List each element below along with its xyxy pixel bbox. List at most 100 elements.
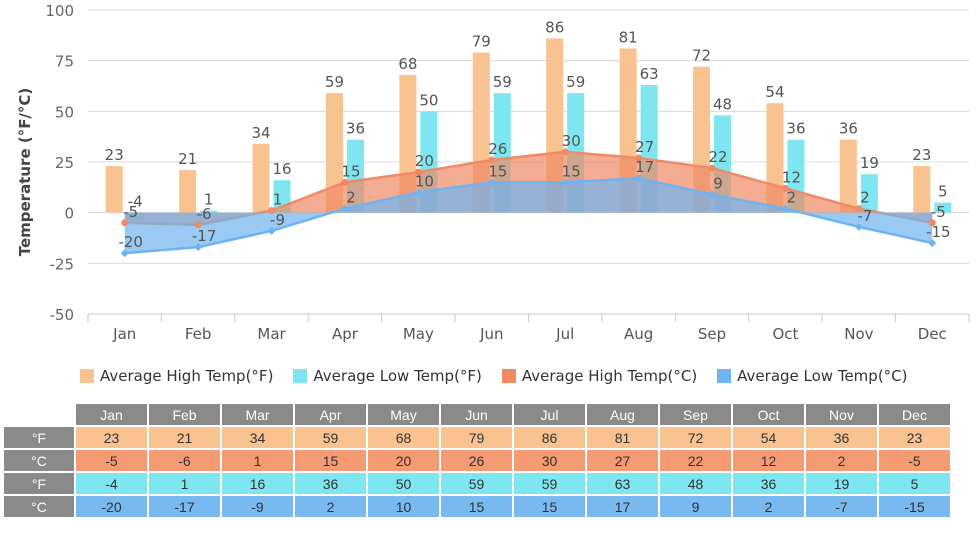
data-label-high-f: 79 <box>472 33 491 51</box>
point-high-c <box>121 219 129 227</box>
data-label-low-f: 19 <box>860 154 879 172</box>
point-high-c <box>268 207 276 215</box>
bar-high-f <box>105 166 123 213</box>
legend-label-low-f: Average Low Temp(°F) <box>313 367 482 385</box>
data-label-high-c: 30 <box>562 132 581 150</box>
x-tick-label: Oct <box>772 325 798 343</box>
table-month-header: May <box>366 402 441 427</box>
table-month-header: Oct <box>731 402 806 427</box>
table-cell: -6 <box>147 448 222 473</box>
data-label-high-c: 1 <box>273 191 283 209</box>
table-cell: -20 <box>74 494 149 519</box>
data-label-high-f: 36 <box>839 120 858 138</box>
x-tick-label: Jan <box>112 325 136 343</box>
data-label-high-c: 27 <box>635 138 654 156</box>
x-tick-label: Nov <box>844 325 873 343</box>
legend-label-high-f: Average High Temp(°F) <box>100 367 274 385</box>
bar-high-f <box>839 139 857 213</box>
table-cell: 81 <box>585 425 660 450</box>
table-cell: -4 <box>74 471 149 496</box>
data-label-low-f: 59 <box>493 73 512 91</box>
table-cell: -17 <box>147 494 222 519</box>
data-label-high-c: -6 <box>197 205 212 223</box>
data-label-high-f: 23 <box>912 146 931 164</box>
x-tick-label: May <box>403 325 434 343</box>
table-cell: 72 <box>658 425 733 450</box>
data-label-low-f: 63 <box>640 65 659 83</box>
point-low-c <box>414 188 423 197</box>
point-high-c <box>781 184 789 192</box>
legend-item-low-c[interactable]: Average Low Temp(°C) <box>717 367 908 385</box>
table-cell: 36 <box>731 471 806 496</box>
table-cell: 1 <box>147 471 222 496</box>
point-low-c <box>634 174 643 183</box>
data-label-high-f: 59 <box>325 73 344 91</box>
y-tick-label: -50 <box>50 306 75 324</box>
table-row-label: °C <box>2 448 76 473</box>
table-header-row: Jan Feb Mar Apr May Jun Jul Aug Sep Oct … <box>2 402 952 427</box>
data-label-low-c: 15 <box>562 162 581 180</box>
x-tick-label: Jul <box>555 325 574 343</box>
legend-item-high-f[interactable]: Average High Temp(°F) <box>80 367 273 385</box>
data-label-low-f: 36 <box>786 120 805 138</box>
table-cell: 17 <box>585 494 660 519</box>
data-label-high-c: 2 <box>860 189 870 207</box>
table-month-header: Feb <box>147 402 222 427</box>
legend-label-high-c: Average High Temp(°C) <box>521 367 698 385</box>
point-low-c <box>194 243 203 252</box>
table-cell: 20 <box>366 448 441 473</box>
y-tick-label: 100 <box>45 2 74 20</box>
bar-high-f <box>252 143 270 213</box>
data-label-high-f: 68 <box>398 55 417 73</box>
table-cell: -9 <box>220 494 295 519</box>
table-cell: 15 <box>439 494 514 519</box>
y-tick-label: -25 <box>50 255 75 273</box>
x-tick-label: Feb <box>185 325 212 343</box>
chart-legend: Average High Temp(°F) Average Low Temp(°… <box>80 367 928 385</box>
table-month-header: Apr <box>293 402 368 427</box>
bar-low-f <box>200 210 218 213</box>
data-label-low-c: 2 <box>787 189 797 207</box>
table-cell: 22 <box>658 448 733 473</box>
table-cell: 54 <box>731 425 806 450</box>
temperature-table: Jan Feb Mar Apr May Jun Jul Aug Sep Oct … <box>2 402 952 519</box>
legend-swatch-low-f <box>293 369 308 383</box>
data-label-low-c: 15 <box>488 162 507 180</box>
data-label-high-f: 21 <box>178 150 197 168</box>
table-cell: 2 <box>293 494 368 519</box>
point-high-c <box>561 148 569 156</box>
y-axis-title: Temperature (°F/°C) <box>16 88 34 257</box>
table-cell: 59 <box>439 471 514 496</box>
data-label-high-c: 15 <box>341 162 360 180</box>
bar-high-f <box>913 166 931 213</box>
table-cell: 2 <box>804 448 879 473</box>
table-month-header: Mar <box>220 402 295 427</box>
data-label-low-f: 16 <box>272 160 291 178</box>
table-cell: -15 <box>877 494 952 519</box>
table-row-high-f: °F 23 21 34 59 68 79 86 81 72 54 36 23 <box>2 425 952 450</box>
bar-high-f <box>325 93 343 213</box>
table-row-label: °C <box>2 494 76 519</box>
x-tick-label: Aug <box>624 325 653 343</box>
table-cell: 30 <box>512 448 587 473</box>
legend-item-high-c[interactable]: Average High Temp(°C) <box>501 367 698 385</box>
data-label-low-c: 17 <box>635 158 654 176</box>
data-label-low-f: 1 <box>204 191 214 209</box>
point-high-c <box>855 205 863 213</box>
point-high-c <box>194 221 202 229</box>
legend-item-low-f[interactable]: Average Low Temp(°F) <box>293 367 482 385</box>
data-label-high-c: -5 <box>123 203 138 221</box>
point-high-c <box>708 164 716 172</box>
table-cell: 27 <box>585 448 660 473</box>
data-label-high-f: 86 <box>545 18 564 36</box>
point-high-c <box>341 178 349 186</box>
table-cell: 9 <box>658 494 733 519</box>
table-cell: 15 <box>512 494 587 519</box>
x-tick-label: Mar <box>257 325 286 343</box>
legend-swatch-high-f <box>80 369 94 383</box>
legend-swatch-high-c <box>501 369 516 383</box>
table-cell: 10 <box>366 494 441 519</box>
y-tick-label: 75 <box>55 53 74 71</box>
table-month-header: Sep <box>658 402 733 427</box>
point-low-c <box>781 204 790 213</box>
